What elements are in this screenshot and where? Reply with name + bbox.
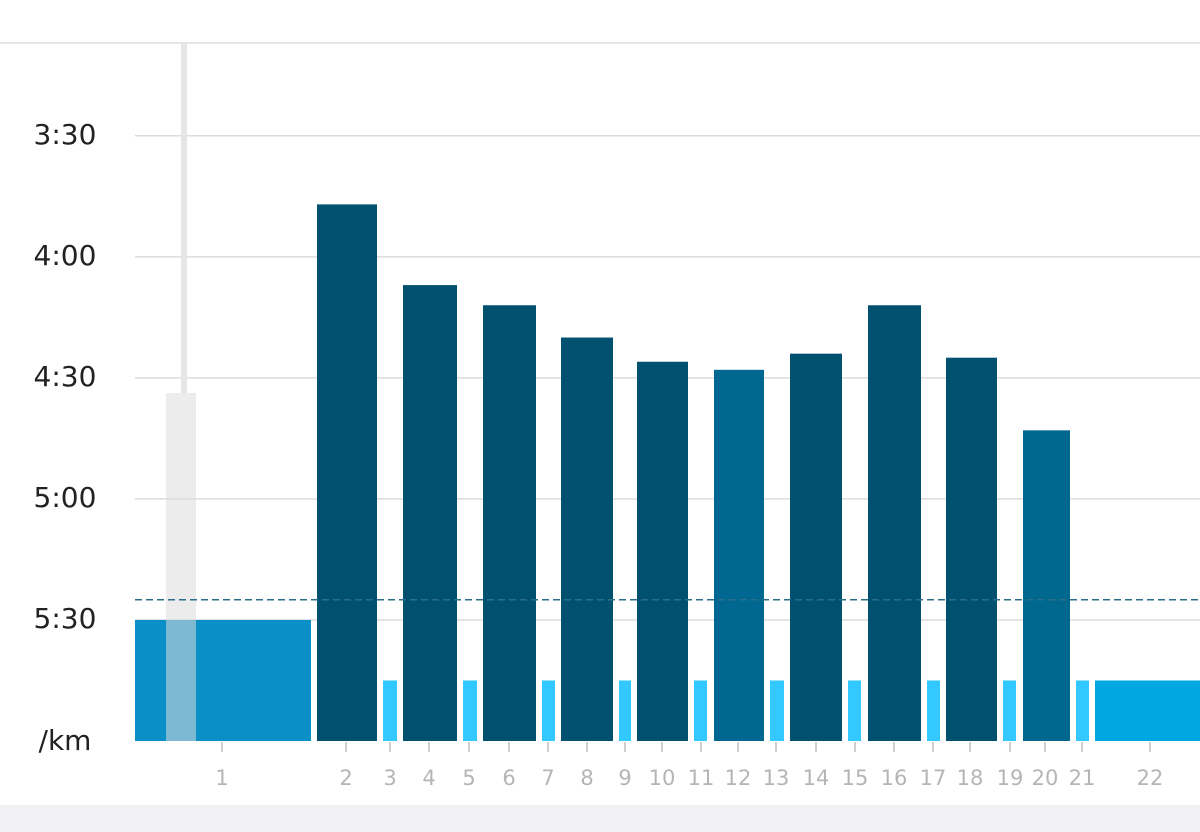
x-tick-label: 6 bbox=[502, 766, 515, 790]
x-tick-label: 5 bbox=[462, 766, 475, 790]
bar bbox=[927, 680, 940, 741]
cursor-line bbox=[181, 43, 187, 393]
x-tick-label: 12 bbox=[725, 766, 752, 790]
bar bbox=[1023, 430, 1070, 741]
y-tick-label: 5:30 bbox=[34, 602, 97, 635]
x-tick-label: 9 bbox=[618, 766, 631, 790]
bar bbox=[848, 680, 861, 741]
x-tick-label: 1 bbox=[215, 766, 228, 790]
bar bbox=[1076, 680, 1089, 741]
bars bbox=[135, 204, 1200, 742]
bar bbox=[946, 357, 997, 741]
x-tick-label: 8 bbox=[580, 766, 593, 790]
bar bbox=[1095, 680, 1200, 741]
y-tick-label: 3:30 bbox=[34, 118, 97, 151]
bar bbox=[542, 680, 555, 741]
x-tick-label: 18 bbox=[957, 766, 984, 790]
bar bbox=[868, 305, 921, 741]
bar bbox=[619, 680, 631, 741]
y-tick-label: 5:00 bbox=[34, 481, 97, 514]
bar bbox=[1003, 680, 1016, 741]
header bbox=[0, 0, 1200, 43]
x-tick-label: 13 bbox=[763, 766, 790, 790]
bar bbox=[790, 353, 842, 741]
y-tick-label: 4:30 bbox=[34, 360, 97, 393]
bar bbox=[383, 680, 397, 741]
bar bbox=[483, 305, 536, 741]
x-tick-label: 19 bbox=[997, 766, 1024, 790]
x-tick-label: 4 bbox=[422, 766, 435, 790]
footer-band bbox=[0, 805, 1200, 832]
x-tick-label: 11 bbox=[688, 766, 715, 790]
bar bbox=[317, 204, 377, 742]
cursor-highlight bbox=[166, 393, 196, 741]
bar bbox=[561, 337, 613, 741]
bar bbox=[714, 369, 764, 741]
bar bbox=[637, 361, 688, 741]
x-tick-label: 7 bbox=[541, 766, 554, 790]
overlay: 1 2 3 4 5 6 7 8 9 10 11 12 13 14 15 16 17 18 19 20 21 22 bbox=[135, 599, 1200, 790]
x-tick-label: 16 bbox=[881, 766, 908, 790]
x-tick-label: 10 bbox=[649, 766, 676, 790]
bar bbox=[463, 680, 477, 741]
x-tick-label: 2 bbox=[339, 766, 352, 790]
x-tick-label: 17 bbox=[920, 766, 947, 790]
x-tick-label: 20 bbox=[1032, 766, 1059, 790]
x-tick-label: 22 bbox=[1137, 766, 1164, 790]
x-tick-label: 21 bbox=[1069, 766, 1096, 790]
y-tick-label: 4:00 bbox=[34, 239, 97, 272]
bar bbox=[770, 680, 784, 741]
y-axis-label: /km bbox=[39, 724, 92, 757]
bar bbox=[135, 619, 311, 741]
x-tick-label: 3 bbox=[383, 766, 396, 790]
x-tick-label: 15 bbox=[842, 766, 869, 790]
bar bbox=[403, 285, 457, 741]
bar bbox=[694, 680, 707, 741]
x-tick-label: 14 bbox=[803, 766, 830, 790]
